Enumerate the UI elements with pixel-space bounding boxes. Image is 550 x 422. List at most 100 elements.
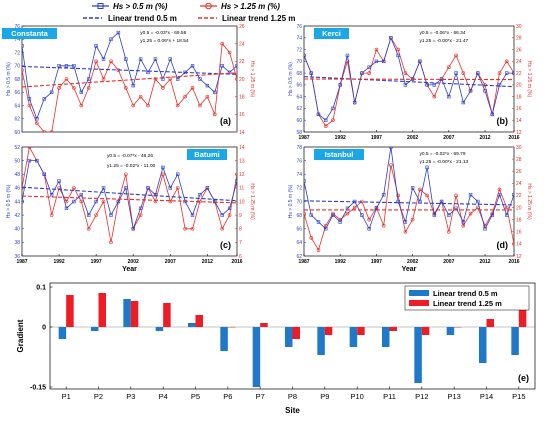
ytick-right-label: 9 [239,213,242,219]
xtick-label: 1992 [54,259,65,265]
panel-letter: (e) [518,373,529,383]
ytick-left-label: 60 [14,130,20,136]
series-125-line [22,147,237,242]
ytick-left-label: 74 [296,36,302,42]
xtick-label: 2007 [443,259,454,265]
panel-letter: (b) [497,116,509,126]
equation-125: y1.25 = 0.06*x + 18.54 [140,38,189,44]
site-label: Istanbul [325,150,354,159]
xtick-label: P12 [415,392,428,401]
ytick-label: 0.1 [36,285,46,292]
legend-t125-label: Linear trend 1.25 m [222,14,295,23]
bar-125 [131,301,139,327]
ytick-left-label: 60 [296,118,302,124]
bar-125 [390,327,398,331]
ytick-left-label: 64 [296,94,302,100]
ytick-right-label: 20 [239,77,245,83]
bar-05 [479,327,487,363]
legend-swatch [409,300,429,306]
xtick-label: 2016 [231,259,242,265]
ytick-right-label: 11 [239,186,244,192]
legend-entry: Linear trend 0.5 m [433,289,498,298]
bar-125 [357,327,365,335]
xtick-label: 1992 [335,135,346,141]
ytick-right-label: 28 [516,36,522,42]
ytick-left-label: 78 [296,145,302,151]
bar-05 [253,327,261,387]
ytick-right-label: 16 [516,230,522,236]
xtick-label: 1997 [91,259,102,265]
series-125-line [22,44,237,132]
trend-125-line [304,79,514,80]
xtick-label: 1997 [371,259,382,265]
series-125-line [304,165,514,250]
ytick-left-label: 40 [14,227,20,233]
plot-area [303,146,516,252]
ytick-right-label: 13 [239,158,245,164]
xtick-label: 2002 [128,259,139,265]
trend-125-line [22,73,237,87]
ytick-left-label: 64 [296,240,302,246]
xtick-label: P2 [94,392,103,401]
xtick-label: 1987 [298,259,309,265]
xtick-label: 2012 [202,259,213,265]
bar-125 [293,327,301,339]
ytick-left-label: 68 [296,71,302,77]
ytick-left-label: 66 [296,227,302,233]
ytick-right-label: 24 [516,181,522,187]
xtick-label: P3 [126,392,135,401]
equation-05: y0.5 = -0.07*x - 46.26 [107,153,153,159]
ytick-right-label: 7 [239,240,242,246]
xtick-label: P15 [512,392,525,401]
ytick-left-label: 46 [14,186,20,192]
xlabel: Site [285,406,300,415]
ytick-left-label: 52 [14,145,20,151]
xtick-label: P9 [320,392,329,401]
ytick-left-label: 62 [14,117,20,123]
xtick-label: 1987 [16,259,27,265]
ytick-left-label: 48 [14,172,20,178]
xtick-label: P4 [159,392,168,401]
bar-05 [447,327,455,335]
ytick-right-label: 14 [516,118,522,124]
bar-125 [422,327,430,335]
ytick-right-label: 12 [239,172,245,178]
ytick-left-label: 76 [296,158,302,164]
legend-entry: Linear trend 1.25 m [433,299,502,308]
xtick-label: P7 [256,392,265,401]
ytick-right-label: 30 [516,24,522,30]
ytick-right-label: 28 [516,157,522,163]
legend-top: Hs > 0.5 m (%) Hs > 1.25 m (%) Linear tr… [83,2,295,23]
bar-05 [350,327,358,347]
ytick-right-label: 22 [516,193,522,199]
ytick-label: -0.15 [30,385,46,392]
ytick-left-label: 44 [14,199,20,205]
panel-kerci: 5860626466687072747612141618202224262830… [288,24,532,141]
bar-125 [196,315,204,327]
xtick-label: P5 [191,392,200,401]
xtick-label: 2002 [407,135,418,141]
ytick-left-label: 70 [296,59,302,65]
bar-05 [511,327,519,355]
series-05-line [22,33,237,119]
bar-05 [123,299,131,327]
bar-05 [285,327,293,347]
ytick-left-label: 66 [14,90,20,96]
plot-area [21,31,239,133]
ytick-left-label: 68 [296,213,302,219]
site-label: Batumi [194,150,219,159]
bar-125 [325,327,333,335]
bar-125 [99,293,107,327]
ytick-right-label: 20 [516,205,522,211]
ytick-right-label: 22 [239,59,245,65]
xtick-label: 2016 [508,135,519,141]
ylabel-left: Hs > 0.5 m (%) [6,184,12,218]
ytick-right-label: 16 [516,106,522,112]
xtick-label: P14 [480,392,493,401]
site-label: Constanta [11,29,48,38]
ytick-left-label: 74 [296,172,302,178]
